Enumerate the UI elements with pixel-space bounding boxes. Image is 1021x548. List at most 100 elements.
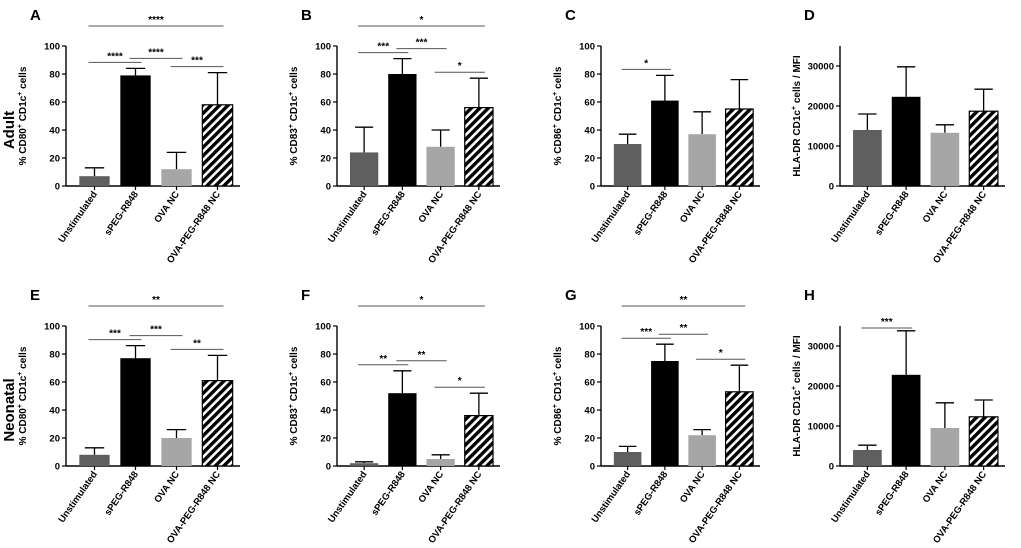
- significance-label: **: [680, 295, 688, 306]
- panel-f: F 0 20 40 60 80 100 % CD83+ CD1c+ cells Unstimul…: [288, 287, 500, 546]
- category-label: Unstimulated: [590, 189, 634, 245]
- significance-label: ****: [107, 51, 123, 62]
- y-axis-label: HLA-DR CD1c+ cells / MFI: [791, 335, 803, 457]
- bar-4: [464, 415, 494, 467]
- y-axis-label: % CD86+ CD1c+ cells: [552, 346, 564, 445]
- bar-2: [651, 100, 679, 186]
- y-tick-label: 0: [326, 462, 331, 473]
- significance-label: ***: [881, 317, 893, 328]
- significance-label: **: [418, 350, 426, 361]
- bar-4: [201, 104, 234, 187]
- y-tick-label: 80: [584, 70, 595, 81]
- y-tick-label: 80: [49, 350, 60, 361]
- y-tick-label: 0: [326, 182, 331, 193]
- category-label: OVA NC: [678, 189, 708, 225]
- y-tick-label: 20: [49, 434, 60, 445]
- y-tick-label: 40: [49, 126, 60, 137]
- y-tick-label: 20000: [808, 382, 834, 393]
- y-tick-label: 40: [49, 406, 60, 417]
- bar-1: [853, 130, 882, 186]
- category-label: OVA NC: [416, 189, 446, 225]
- significance-label: **: [379, 354, 387, 365]
- panel-a: A 0 20 40 60 80 100 % CD80+ CD1c+ cells Unstimul…: [17, 7, 240, 266]
- significance-label: ***: [377, 42, 389, 53]
- y-tick-label: 100: [315, 42, 331, 53]
- y-axis-label: % CD86+ CD1c+ cells: [552, 66, 564, 165]
- y-tick-label: 60: [49, 98, 60, 109]
- category-label: OVA NC: [678, 469, 708, 505]
- bar-2: [120, 75, 151, 186]
- significance-label: *: [458, 61, 462, 72]
- bar-1: [79, 176, 110, 186]
- significance-label: **: [193, 338, 201, 349]
- panel-g: G 0 20 40 60 80 100 % CD86+ CD1c+ cells Unstimul…: [552, 287, 760, 546]
- category-label: Unstimulated: [590, 469, 634, 525]
- y-tick-label: 20: [320, 434, 331, 445]
- category-label: OVA NC: [921, 469, 951, 505]
- category-label: sPEG-R848: [103, 189, 141, 237]
- bar-1: [853, 450, 882, 466]
- y-tick-label: 0: [55, 182, 60, 193]
- bar-4: [968, 110, 999, 187]
- panel-label-b: B: [301, 7, 312, 24]
- significance-label: *: [420, 295, 424, 306]
- y-tick-label: 80: [49, 70, 60, 81]
- y-tick-label: 100: [44, 42, 60, 53]
- panel-label-d: D: [804, 7, 815, 24]
- y-tick-label: 10000: [808, 422, 834, 433]
- panel-label-h: H: [804, 287, 815, 304]
- y-axis-label: % CD83+ CD1c+ cells: [288, 346, 300, 445]
- category-label: Unstimulated: [56, 469, 100, 525]
- bar-4: [201, 380, 234, 467]
- bar-3: [930, 428, 960, 466]
- y-tick-label: 40: [320, 126, 331, 137]
- y-tick-label: 40: [584, 406, 595, 417]
- significance-label: ***: [416, 38, 428, 49]
- bar-2: [388, 393, 417, 466]
- bar-4: [724, 391, 754, 467]
- significance-label: ***: [191, 56, 203, 67]
- y-tick-label: 40: [320, 406, 331, 417]
- category-label: Unstimulated: [829, 189, 873, 245]
- category-label: sPEG-R848: [632, 469, 670, 517]
- bar-1: [613, 452, 642, 466]
- category-label: OVA NC: [416, 469, 446, 505]
- category-label: sPEG-R848: [369, 469, 407, 517]
- row-label-neonatal: Neonatal: [1, 378, 18, 441]
- category-label: sPEG-R848: [103, 469, 141, 517]
- y-tick-label: 20: [584, 154, 595, 165]
- y-tick-label: 10000: [808, 142, 834, 153]
- bar-1: [79, 454, 110, 466]
- y-tick-label: 60: [584, 98, 595, 109]
- panel-label-e: E: [30, 287, 40, 304]
- y-tick-label: 100: [315, 322, 331, 333]
- panel-c: C 0 20 40 60 80 100 % CD86+ CD1c+ cells Unstimul…: [552, 7, 760, 266]
- category-label: Unstimulated: [326, 189, 370, 245]
- y-tick-label: 20: [49, 154, 60, 165]
- y-tick-label: 60: [320, 98, 331, 109]
- bar-2: [651, 361, 679, 466]
- y-tick-label: 100: [579, 42, 595, 53]
- y-axis-label: % CD80+ CD1c+ cells: [17, 66, 29, 165]
- category-label: OVA NC: [152, 189, 182, 225]
- significance-label: ***: [640, 327, 652, 338]
- category-label: sPEG-R848: [873, 189, 911, 237]
- significance-label: **: [680, 323, 688, 334]
- y-axis-label: HLA-DR CD1c+ cells / MFI: [791, 55, 803, 177]
- bar-2: [891, 374, 921, 466]
- y-tick-label: 60: [320, 378, 331, 389]
- panel-label-g: G: [565, 287, 577, 304]
- y-axis-label: % CD80+ CD1c+ cells: [17, 346, 29, 445]
- bar-2: [388, 74, 417, 186]
- significance-label: **: [152, 295, 160, 306]
- significance-label: *: [420, 15, 424, 26]
- y-tick-label: 20: [320, 154, 331, 165]
- y-axis-label: % CD83+ CD1c+ cells: [288, 66, 300, 165]
- y-tick-label: 30000: [808, 342, 834, 353]
- significance-label: *: [644, 58, 648, 69]
- row-label-adult: Adult: [1, 111, 18, 149]
- y-tick-label: 40: [584, 126, 595, 137]
- bar-3: [161, 169, 192, 186]
- significance-label: ****: [148, 15, 164, 26]
- y-tick-label: 80: [584, 350, 595, 361]
